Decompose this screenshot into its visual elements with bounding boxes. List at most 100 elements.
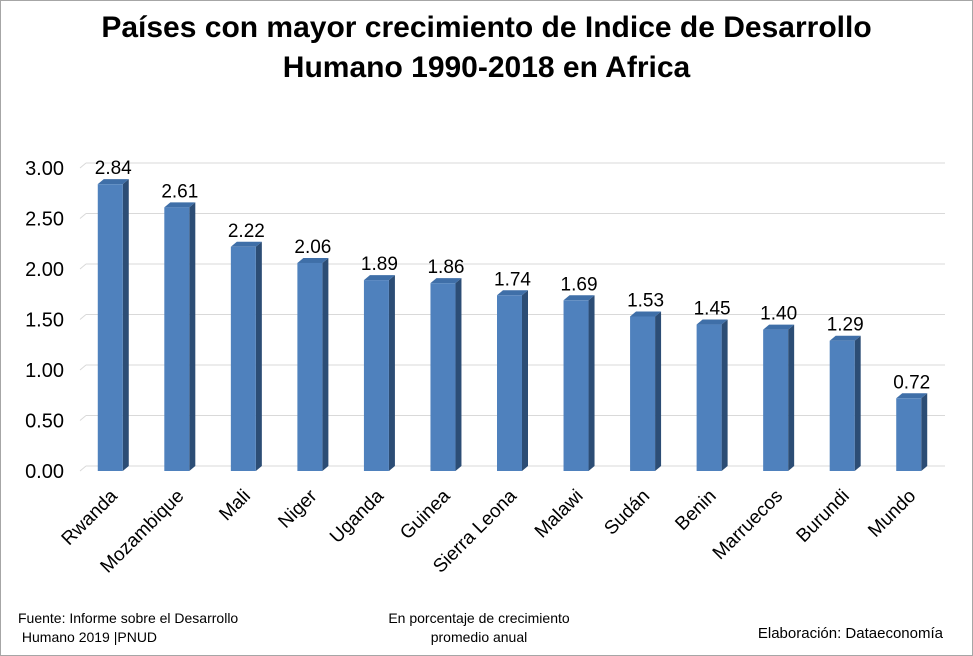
- bar-side: [322, 257, 329, 471]
- bar-value-label: 1.74: [494, 269, 531, 290]
- bar-value-label: 1.86: [427, 257, 464, 278]
- bar-front: [164, 207, 190, 471]
- bar: [363, 275, 395, 471]
- bar-top: [763, 324, 795, 330]
- bar-value-label: 1.40: [760, 304, 797, 325]
- gridline-depth: [79, 162, 87, 169]
- source-line-2: Humano 2019 |PNUD: [18, 629, 158, 645]
- bar-side: [721, 319, 728, 471]
- bar-side: [788, 324, 795, 471]
- bar: [297, 257, 329, 471]
- x-category-label: Rwanda: [58, 485, 122, 549]
- bar-value-label: 0.72: [893, 372, 930, 393]
- chart-title: Países con mayor crecimiento de Indice d…: [0, 8, 973, 88]
- y-tick-label: 2.00: [25, 259, 64, 281]
- bar: [230, 241, 262, 471]
- bar-side: [189, 202, 196, 471]
- bar: [164, 202, 196, 471]
- x-category-label: Niger: [274, 485, 321, 532]
- bar-top: [430, 278, 462, 284]
- bar-value-label: 2.84: [95, 158, 132, 179]
- gridline-depth: [79, 263, 87, 270]
- chart-title-line-1: Países con mayor crecimiento de Indice d…: [101, 11, 872, 44]
- x-category-label: Benin: [671, 486, 720, 535]
- bar-value-label: 1.89: [361, 254, 398, 275]
- bar-top: [297, 257, 329, 263]
- bar-top: [97, 179, 129, 185]
- y-tick-label: 0.00: [25, 461, 64, 483]
- bar-front: [230, 246, 256, 471]
- bar-side: [921, 393, 928, 471]
- bar-top: [363, 275, 395, 281]
- bar-value-label: 2.06: [294, 237, 331, 258]
- bar-top: [230, 241, 262, 247]
- bar-top: [696, 319, 728, 325]
- bar-front: [763, 329, 789, 471]
- bar-top: [497, 290, 528, 296]
- bar-side: [588, 295, 595, 471]
- unit-line-1: En porcentaje de crecimiento: [388, 610, 570, 626]
- bar-top: [829, 335, 861, 341]
- y-tick-label: 1.00: [25, 360, 64, 382]
- y-axis: 0.00 0.50 1.00 1.50 2.00 2.50 3.00: [25, 158, 64, 483]
- bar-side: [122, 179, 129, 471]
- unit-note: En porcentaje de crecimiento promedio an…: [376, 609, 582, 647]
- bar-side: [854, 335, 861, 471]
- bar: [497, 290, 528, 471]
- bar-side: [388, 275, 395, 471]
- bar-side: [455, 278, 462, 471]
- chart-title-line-2: Humano 1990-2018 en Africa: [282, 51, 691, 84]
- bar: [430, 278, 462, 471]
- bar-value-label: 2.61: [161, 181, 198, 202]
- gridline-depth: [79, 364, 87, 371]
- bar-front: [829, 340, 855, 471]
- x-category-label: Mali: [215, 486, 254, 525]
- source-line-1: Fuente: Informe sobre el Desarrollo: [18, 610, 239, 626]
- source-note: Fuente: Informe sobre el Desarrollo Huma…: [18, 609, 238, 647]
- x-category-label: Malawi: [531, 486, 588, 543]
- y-tick-label: 2.50: [25, 209, 64, 231]
- bar: [696, 319, 728, 471]
- bar-top: [896, 393, 928, 399]
- bar: [630, 311, 662, 471]
- y-tick-label: 1.50: [25, 310, 64, 332]
- gridline-depth: [79, 415, 87, 421]
- x-category-label: Uganda: [326, 485, 388, 547]
- bars: [97, 179, 928, 471]
- bar-top: [630, 311, 662, 317]
- value-labels: 2.84 2.61 2.22 2.06 1.89 1.86 1.74 1.69 1.53 1.45…: [95, 158, 930, 393]
- x-category-label: Marruecos: [709, 486, 787, 564]
- bar: [829, 335, 861, 471]
- bar-front: [696, 324, 722, 471]
- y-tick-label: 0.50: [25, 411, 64, 433]
- bar-side: [522, 290, 528, 471]
- x-category-label: Burundi: [793, 486, 854, 547]
- bar-value-label: 1.69: [561, 274, 598, 295]
- bar-side: [255, 241, 262, 471]
- gridline-depth: [79, 465, 87, 472]
- bar-value-label: 2.22: [228, 221, 265, 242]
- bar-front: [97, 184, 123, 471]
- gridline-depth: [79, 314, 87, 320]
- x-category-label: Mundo: [864, 486, 920, 542]
- bar-top: [563, 295, 595, 301]
- bar-value-label: 1.45: [694, 299, 731, 320]
- bar-front: [297, 262, 323, 471]
- bar-front: [497, 295, 522, 471]
- bar-value-label: 1.29: [827, 315, 864, 336]
- bar: [563, 295, 595, 471]
- bar: [763, 324, 795, 471]
- unit-line-2: promedio anual: [430, 629, 528, 645]
- bar-front: [630, 316, 656, 471]
- bar-value-label: 1.53: [627, 290, 664, 311]
- x-category-label: Guinea: [396, 485, 454, 543]
- bar-front: [896, 398, 922, 471]
- y-tick-label: 3.00: [25, 158, 64, 180]
- bar-top: [164, 202, 196, 208]
- bar-front: [363, 280, 389, 471]
- bar: [97, 179, 129, 471]
- bar-front: [430, 283, 456, 471]
- bar: [896, 393, 928, 471]
